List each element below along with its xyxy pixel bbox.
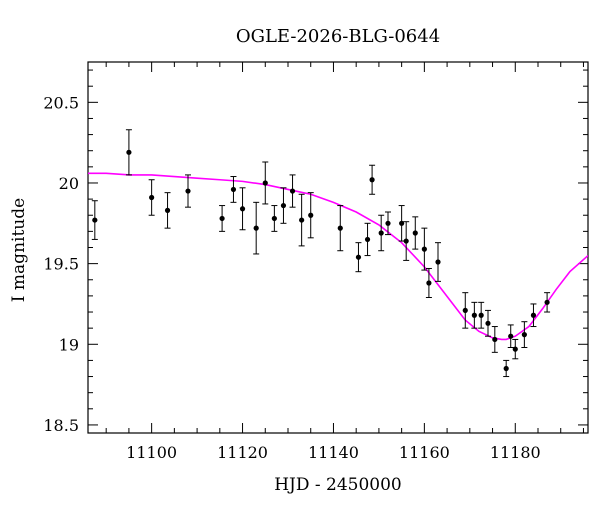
data-point (307, 192, 314, 239)
data-point (398, 205, 405, 242)
data-marker (92, 217, 98, 223)
data-point (230, 176, 237, 203)
data-marker (421, 246, 427, 252)
data-point (544, 292, 551, 313)
x-tick-label: 11140 (308, 443, 359, 462)
plot-area: 11100 11120 11140 11160 11180 18.5 19 19.5 20 20.… (43, 61, 589, 462)
data-marker (126, 149, 132, 155)
data-point (471, 301, 478, 329)
data-point (91, 200, 98, 240)
data-marker (471, 312, 477, 318)
data-marker (364, 236, 371, 243)
data-point (185, 174, 191, 208)
data-marker (435, 259, 441, 265)
data-point (385, 211, 391, 236)
y-tick-label: 18.5 (43, 416, 79, 435)
data-point (491, 326, 498, 353)
data-point (512, 338, 519, 360)
data-point (125, 129, 132, 176)
data-marker (462, 307, 468, 314)
data-point (435, 242, 441, 282)
data-marker (503, 365, 509, 372)
y-tick-label: 20 (59, 174, 79, 193)
x-tick-label: 11180 (490, 443, 541, 462)
data-marker (385, 220, 391, 226)
data-marker (149, 194, 155, 201)
y-axis-label: I magnitude (9, 198, 29, 302)
data-point (530, 303, 537, 328)
data-point (507, 324, 514, 349)
data-marker (521, 332, 527, 338)
data-marker (271, 215, 277, 222)
data-point (369, 164, 376, 195)
data-marker (399, 220, 405, 226)
data-marker (544, 299, 550, 305)
data-point (503, 359, 510, 378)
plot-frame (87, 61, 589, 434)
data-point (280, 187, 287, 224)
data-point (164, 192, 171, 229)
y-tick-label: 19 (59, 335, 79, 354)
model-curve (88, 172, 588, 341)
x-tick-label: 11160 (399, 443, 450, 462)
data-point (478, 301, 485, 329)
x-tick-label: 11120 (217, 443, 268, 462)
data-point (271, 205, 278, 232)
data-point (239, 187, 246, 231)
x-tick-label: 11100 (126, 443, 177, 462)
data-point (337, 205, 344, 252)
data-marker (230, 186, 237, 193)
data-marker (492, 336, 498, 343)
data-point (289, 174, 296, 208)
data-marker (262, 180, 268, 186)
y-tick-label: 19.5 (43, 255, 79, 274)
data-marker (355, 254, 362, 260)
data-marker (185, 188, 191, 194)
data-point (421, 227, 428, 271)
x-axis-label: HJD - 2450000 (274, 475, 402, 495)
data-point (219, 205, 226, 232)
data-point (148, 179, 155, 216)
data-marker (485, 320, 491, 326)
data-marker (239, 206, 246, 212)
data-marker (280, 202, 287, 209)
data-point (462, 292, 469, 329)
chart-title: OGLE-2026-BLG-0644 (236, 26, 440, 47)
data-point (403, 221, 410, 261)
data-marker (508, 333, 514, 339)
data-marker (512, 346, 518, 352)
data-point (412, 216, 419, 250)
data-point (355, 242, 362, 273)
data-marker (478, 312, 484, 318)
data-point (485, 309, 491, 337)
data-marker (337, 225, 343, 231)
data-marker (412, 230, 418, 236)
data-point (298, 193, 305, 247)
data-marker (253, 225, 259, 231)
data-marker (378, 230, 384, 236)
data-marker (299, 217, 305, 223)
data-marker (426, 280, 432, 286)
y-tick-label: 20.5 (43, 93, 79, 112)
data-point (425, 267, 432, 299)
data-marker (369, 177, 375, 183)
data-point (253, 201, 260, 255)
data-marker (219, 215, 225, 222)
data-point (378, 214, 385, 252)
data-marker (289, 188, 296, 194)
data-point (364, 222, 371, 257)
data-point (262, 161, 269, 205)
data-marker (530, 312, 537, 318)
data-point (521, 321, 528, 349)
data-marker (308, 212, 314, 218)
data-marker (164, 207, 171, 213)
data-marker (403, 238, 409, 244)
